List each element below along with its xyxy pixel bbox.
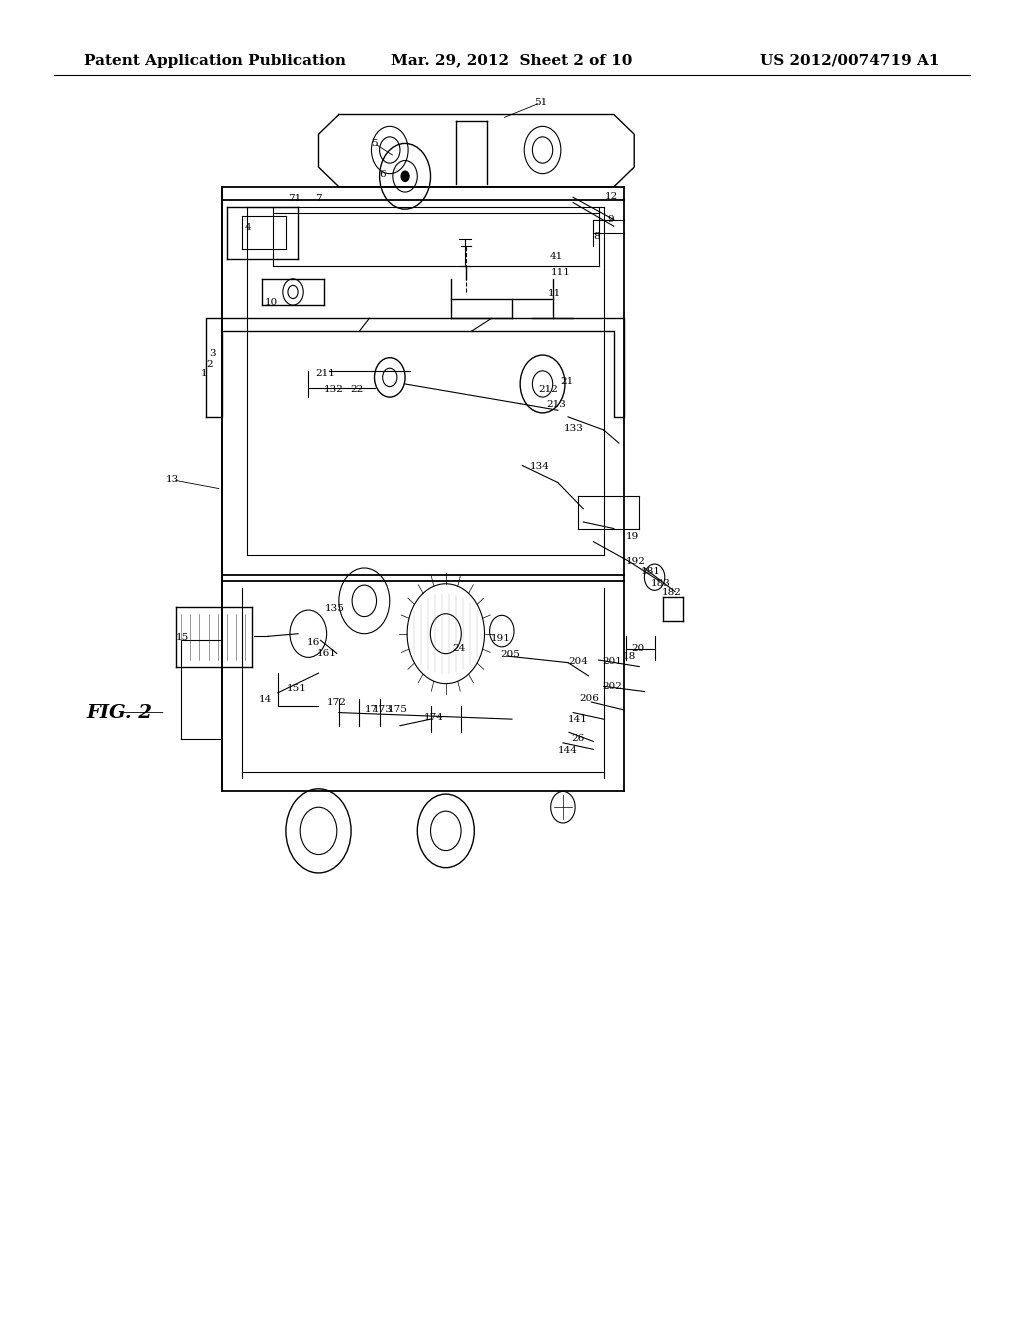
Text: 181: 181: [641, 568, 660, 577]
Text: 24: 24: [453, 644, 466, 652]
Text: 8: 8: [593, 232, 600, 242]
Circle shape: [401, 172, 410, 182]
Text: 2: 2: [206, 360, 213, 368]
Text: 192: 192: [626, 557, 645, 566]
Text: 12: 12: [605, 191, 618, 201]
Text: 144: 144: [558, 746, 578, 755]
Text: 132: 132: [324, 384, 344, 393]
Text: 212: 212: [539, 384, 559, 393]
Text: 21: 21: [560, 376, 573, 385]
Text: 3: 3: [209, 350, 216, 358]
Text: FIG. 2: FIG. 2: [87, 704, 153, 722]
Text: 51: 51: [534, 98, 547, 107]
Text: 206: 206: [580, 693, 599, 702]
Text: 5: 5: [371, 139, 378, 148]
Text: US 2012/0074719 A1: US 2012/0074719 A1: [760, 54, 940, 67]
Text: 174: 174: [424, 713, 443, 722]
Text: 173: 173: [373, 705, 392, 714]
Text: 175: 175: [388, 705, 408, 714]
Text: 204: 204: [568, 657, 588, 665]
Text: 9: 9: [607, 215, 614, 224]
Text: 41: 41: [550, 252, 563, 261]
Text: 15: 15: [175, 634, 188, 642]
Text: 18: 18: [623, 652, 636, 660]
Text: 202: 202: [602, 682, 622, 690]
Text: 11: 11: [548, 289, 561, 298]
Text: 13: 13: [166, 475, 179, 484]
Text: 151: 151: [287, 684, 307, 693]
Text: 191: 191: [490, 635, 511, 643]
Text: 26: 26: [571, 734, 585, 743]
Text: 211: 211: [315, 370, 336, 378]
Text: 135: 135: [325, 605, 345, 614]
Text: 20: 20: [632, 644, 645, 652]
Text: 4: 4: [245, 223, 252, 232]
Text: 182: 182: [662, 589, 682, 598]
Text: 17: 17: [365, 705, 378, 714]
Text: 10: 10: [265, 298, 279, 308]
Text: 6: 6: [379, 170, 386, 180]
Text: 201: 201: [602, 657, 622, 665]
Text: 22: 22: [350, 384, 364, 393]
Text: 7: 7: [315, 194, 322, 203]
Text: Patent Application Publication: Patent Application Publication: [84, 54, 346, 67]
Text: 161: 161: [316, 649, 337, 657]
Text: 111: 111: [551, 268, 570, 277]
Text: 16: 16: [307, 639, 321, 647]
Text: Mar. 29, 2012  Sheet 2 of 10: Mar. 29, 2012 Sheet 2 of 10: [391, 54, 633, 67]
Text: 133: 133: [564, 424, 584, 433]
Text: 213: 213: [546, 400, 565, 409]
Text: 141: 141: [568, 714, 588, 723]
Text: 205: 205: [500, 651, 520, 659]
Text: 71: 71: [289, 194, 302, 203]
Text: 134: 134: [529, 462, 550, 471]
Text: 183: 183: [651, 579, 671, 589]
Text: 14: 14: [259, 694, 272, 704]
Text: 1: 1: [201, 370, 208, 378]
Text: 19: 19: [626, 532, 639, 541]
Text: 172: 172: [327, 697, 347, 706]
